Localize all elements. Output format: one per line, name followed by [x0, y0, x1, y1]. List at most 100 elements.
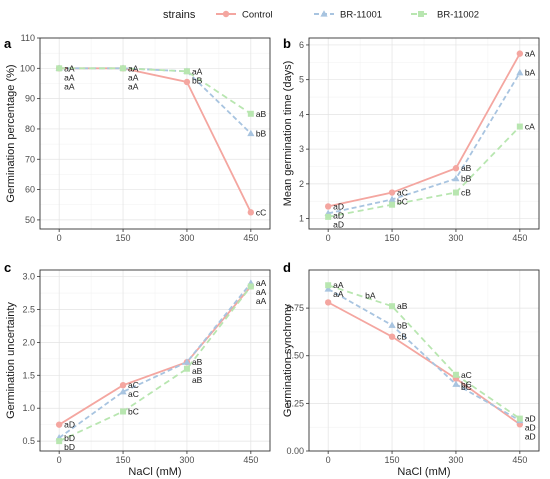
y-tick-label: 6 [299, 40, 304, 50]
series-line-br-11002 [59, 67, 252, 115]
series-line-control [327, 53, 521, 208]
x-tick-label: 0 [57, 455, 62, 465]
point-label: aD [525, 414, 536, 424]
x-tick-label: 150 [116, 455, 131, 465]
legend-label: Control [242, 10, 273, 21]
point-label: aC [397, 188, 408, 198]
series-line-br-11001 [58, 282, 252, 439]
data-point-control [388, 189, 396, 196]
point-label: aB [192, 366, 203, 376]
y-tick-label: 0.25 [286, 398, 304, 408]
data-point-br-11002 [120, 408, 127, 415]
data-point-br-11002 [452, 189, 459, 196]
panel-border [308, 37, 540, 230]
legend-key-marker [320, 10, 328, 17]
y-tick-label: 2.0 [22, 337, 35, 347]
data-point-br-11001 [452, 174, 460, 182]
data-point-br-11001 [183, 358, 191, 365]
data-point-br-11002 [389, 303, 396, 310]
point-label: cC [256, 207, 266, 217]
point-label: aD [525, 423, 536, 433]
x-axis-title: NaCl (mM) [128, 466, 181, 478]
x-tick-label: 300 [448, 233, 463, 243]
x-tick-label: 150 [116, 233, 131, 243]
legend-key-marker [222, 10, 230, 18]
data-point-br-11002 [56, 438, 63, 445]
point-label: cB [397, 332, 407, 342]
point-label: aA [256, 287, 267, 297]
point-label: bC [128, 407, 139, 417]
data-point-br-11002 [183, 365, 190, 372]
legend-item-control: Control [216, 10, 273, 21]
point-label: aA [64, 81, 75, 91]
point-label: bD [64, 433, 75, 443]
legend-title: strains [163, 9, 196, 21]
y-tick-label: 100 [20, 63, 35, 73]
data-point-br-11002 [325, 213, 332, 220]
point-label: aB [397, 301, 408, 311]
series-line-br-11002 [58, 285, 252, 442]
y-tick-label: 70 [25, 154, 35, 164]
y-tick-label: 0.5 [22, 436, 35, 446]
data-point-br-11002 [56, 65, 63, 72]
y-tick-label: 110 [21, 33, 35, 43]
x-tick-label: 0 [57, 233, 62, 243]
point-label: aA [256, 278, 267, 288]
point-label: bB [256, 129, 267, 139]
panel-letter: d [283, 260, 291, 275]
panel-letter: b [283, 36, 291, 51]
x-tick-label: 300 [448, 455, 463, 465]
y-tick-label: 90 [25, 94, 35, 104]
panel-c: aDbDbDaCaCbCaBaBaBaAaAaA0.51.01.52.02.53… [4, 260, 271, 478]
data-point-control [388, 333, 396, 340]
point-label: bC [461, 382, 472, 392]
point-label: aD [64, 420, 75, 430]
panel-d: aAaAaBbBcBaCbCaDaDaDbAbC0.000.250.500.75… [282, 260, 540, 478]
y-tick-label: 3 [299, 144, 304, 154]
data-point-br-11002 [183, 68, 190, 75]
y-tick-label: 0.75 [286, 303, 304, 313]
point-label: cB [461, 188, 471, 198]
data-point-br-11002 [452, 371, 459, 378]
point-label: aA [128, 63, 139, 73]
x-axis-title: NaCl (mM) [397, 466, 450, 478]
x-tick-label: 0 [326, 455, 331, 465]
point-label: aA [256, 296, 267, 306]
data-point-br-11001 [119, 387, 127, 395]
data-point-br-11001 [388, 195, 396, 203]
point-label: aA [64, 63, 75, 73]
legend-item-br-11002: BR-11002 [411, 10, 479, 21]
data-point-br-11002 [247, 110, 254, 117]
series-line-br-11001 [327, 72, 521, 215]
y-tick-label: 5 [299, 75, 304, 85]
series-line-control [58, 285, 252, 426]
series-line-br-11001 [327, 288, 521, 422]
point-label: bA [365, 291, 376, 301]
point-label: bC [397, 197, 408, 207]
y-tick-label: 1.0 [22, 403, 35, 413]
panel-border [39, 269, 271, 452]
point-label: aA [525, 49, 536, 59]
point-label: aA [333, 280, 344, 290]
data-point-control [247, 209, 255, 216]
point-label: aD [525, 432, 536, 442]
data-point-br-11002 [516, 123, 523, 130]
x-tick-label: 450 [243, 455, 258, 465]
y-tick-label: 2.5 [22, 304, 35, 314]
y-tick-label: 2 [299, 179, 304, 189]
point-label: bC [461, 379, 472, 389]
legend: strains Control BR-11001 BR-11002 [163, 9, 479, 21]
y-tick-label: 1 [299, 214, 304, 224]
point-label: aD [333, 210, 344, 220]
panel-letter: a [4, 36, 12, 51]
data-point-br-11001 [247, 129, 255, 137]
data-point-control [452, 165, 460, 172]
data-point-control [119, 381, 127, 389]
x-tick-label: 450 [243, 233, 258, 243]
point-label: aA [333, 289, 344, 299]
point-label: aC [128, 389, 139, 399]
x-tick-label: 450 [512, 233, 527, 243]
y-tick-label: 80 [25, 124, 35, 134]
